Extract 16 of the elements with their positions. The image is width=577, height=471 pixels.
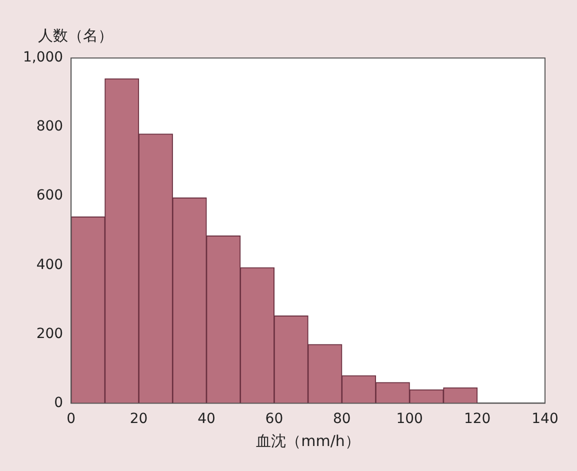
y-tick-label: 800 bbox=[36, 118, 64, 135]
y-tick-label: 1,000 bbox=[22, 50, 64, 66]
x-tick-label: 140 bbox=[532, 411, 558, 428]
x-tick-label: 0 bbox=[66, 411, 76, 428]
y-tick-label: 0 bbox=[54, 394, 64, 411]
x-axis-title: 血沈（mm/h） bbox=[256, 432, 360, 450]
x-tick-label: 80 bbox=[332, 411, 351, 428]
y-tick-label: 200 bbox=[36, 326, 64, 342]
y-tick-label: 400 bbox=[36, 256, 64, 273]
x-tick-label: 20 bbox=[130, 411, 148, 428]
x-tick-label: 120 bbox=[464, 411, 491, 428]
y-tick-label: 600 bbox=[36, 188, 64, 204]
x-tick-label: 100 bbox=[396, 411, 423, 428]
x-tick-label: 40 bbox=[198, 411, 216, 428]
x-tick-label: 60 bbox=[265, 411, 284, 428]
y-axis-title: 人数（名） bbox=[38, 26, 113, 44]
